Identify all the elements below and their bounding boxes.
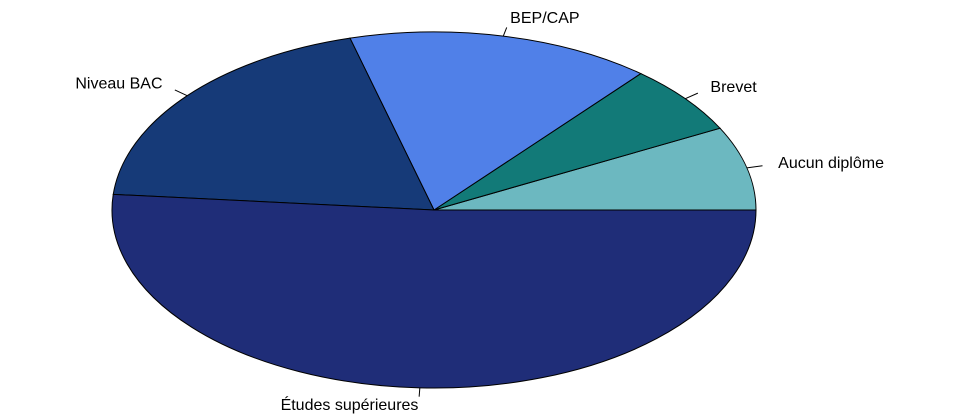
pie-slice [433,127,757,211]
slice-label: Brevet [710,79,757,96]
label-tick [685,92,699,100]
pie-slice [112,37,435,211]
slice-label: Aucun diplôme [778,155,884,172]
label-tick [746,165,763,169]
pie-slice [111,193,757,389]
slice-label: Études supérieures [281,395,419,414]
slice-label: Niveau BAC [75,75,162,92]
slice-label: BEP/CAP [510,10,579,27]
label-tick [174,89,188,97]
pie-slice [433,72,721,211]
label-tick [418,387,421,397]
pie-slice [349,31,642,211]
label-tick [502,27,508,37]
